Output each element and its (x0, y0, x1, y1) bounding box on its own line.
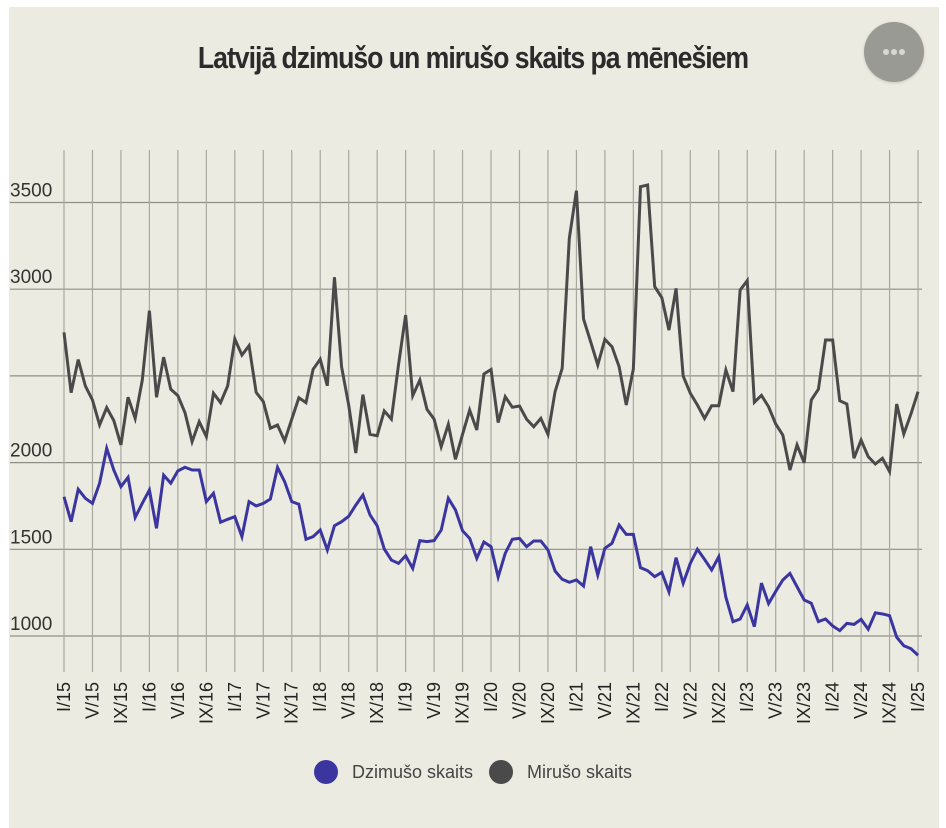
x-axis-labels: I/15 V/15 IX/15 I/16 V/16 IX/16 I/17 V/17 IX/17 I… (54, 682, 928, 724)
chart-panel (9, 7, 939, 828)
legend: Dzimušo skaits Mirušo skaits (0, 760, 946, 784)
x-tick-label: IX/21 (623, 682, 643, 724)
x-tick-label: I/22 (652, 682, 672, 712)
x-tick-label: I/16 (139, 682, 159, 712)
y-tick-label: 3000 (10, 267, 52, 288)
legend-label-births: Dzimušo skaits (351, 761, 473, 782)
chart-title: Latvijā dzimušo un mirušo skaits pa mēne… (197, 40, 749, 75)
more-horizontal-icon-dot (899, 49, 905, 55)
x-tick-label: I/21 (566, 682, 586, 712)
x-tick-label: IX/18 (367, 682, 387, 724)
chart-menu-button[interactable] (864, 22, 924, 82)
more-horizontal-icon-dot (891, 49, 897, 55)
x-tick-label: IX/20 (538, 682, 558, 724)
more-horizontal-icon (883, 49, 889, 55)
x-tick-label: I/24 (823, 682, 843, 712)
x-tick-label: V/17 (253, 682, 273, 719)
vertical-gridlines (63, 150, 919, 672)
x-tick-label: I/19 (396, 682, 416, 712)
horizontal-gridlines (10, 201, 922, 637)
x-tick-label: V/24 (851, 682, 871, 719)
x-tick-label: V/18 (339, 682, 359, 719)
legend-swatch-births (313, 760, 338, 784)
x-tick-label: IX/15 (111, 682, 131, 724)
y-tick-label: 1000 (10, 614, 52, 635)
series-lines (62, 183, 920, 657)
x-tick-label: IX/22 (709, 682, 729, 724)
series-line-deaths (62, 183, 920, 477)
series-line-births (62, 442, 920, 657)
x-tick-label: I/20 (481, 682, 501, 712)
y-tick-label: 2000 (10, 441, 52, 462)
y-axis-labels: 1000 1500 2000 3000 3500 (10, 181, 52, 636)
x-tick-label: IX/19 (453, 682, 473, 724)
legend-item-deaths[interactable]: Mirušo skaits (489, 760, 632, 784)
legend-item-births[interactable]: Dzimušo skaits (313, 760, 473, 784)
x-tick-label: IX/23 (794, 682, 814, 724)
x-tick-label: I/23 (737, 682, 757, 712)
x-tick-label: IX/24 (880, 682, 900, 724)
y-tick-label: 1500 (10, 527, 52, 548)
x-tick-label: V/15 (82, 682, 102, 719)
x-tick-label: IX/16 (196, 682, 216, 724)
x-tick-label: V/20 (509, 682, 529, 719)
x-tick-label: V/16 (168, 682, 188, 719)
x-tick-label: I/25 (908, 682, 928, 712)
legend-label-deaths: Mirušo skaits (527, 761, 633, 782)
y-tick-label: 3500 (10, 181, 52, 202)
x-tick-label: V/21 (595, 682, 615, 719)
x-tick-label: I/17 (225, 682, 245, 712)
x-tick-label: V/22 (680, 682, 700, 719)
x-tick-label: V/23 (766, 682, 786, 719)
x-tick-label: I/18 (310, 682, 330, 712)
legend-swatch-deaths (489, 760, 513, 784)
x-tick-label: IX/17 (282, 682, 302, 724)
x-tick-label: V/19 (424, 682, 444, 719)
x-tick-label: I/15 (54, 682, 74, 712)
